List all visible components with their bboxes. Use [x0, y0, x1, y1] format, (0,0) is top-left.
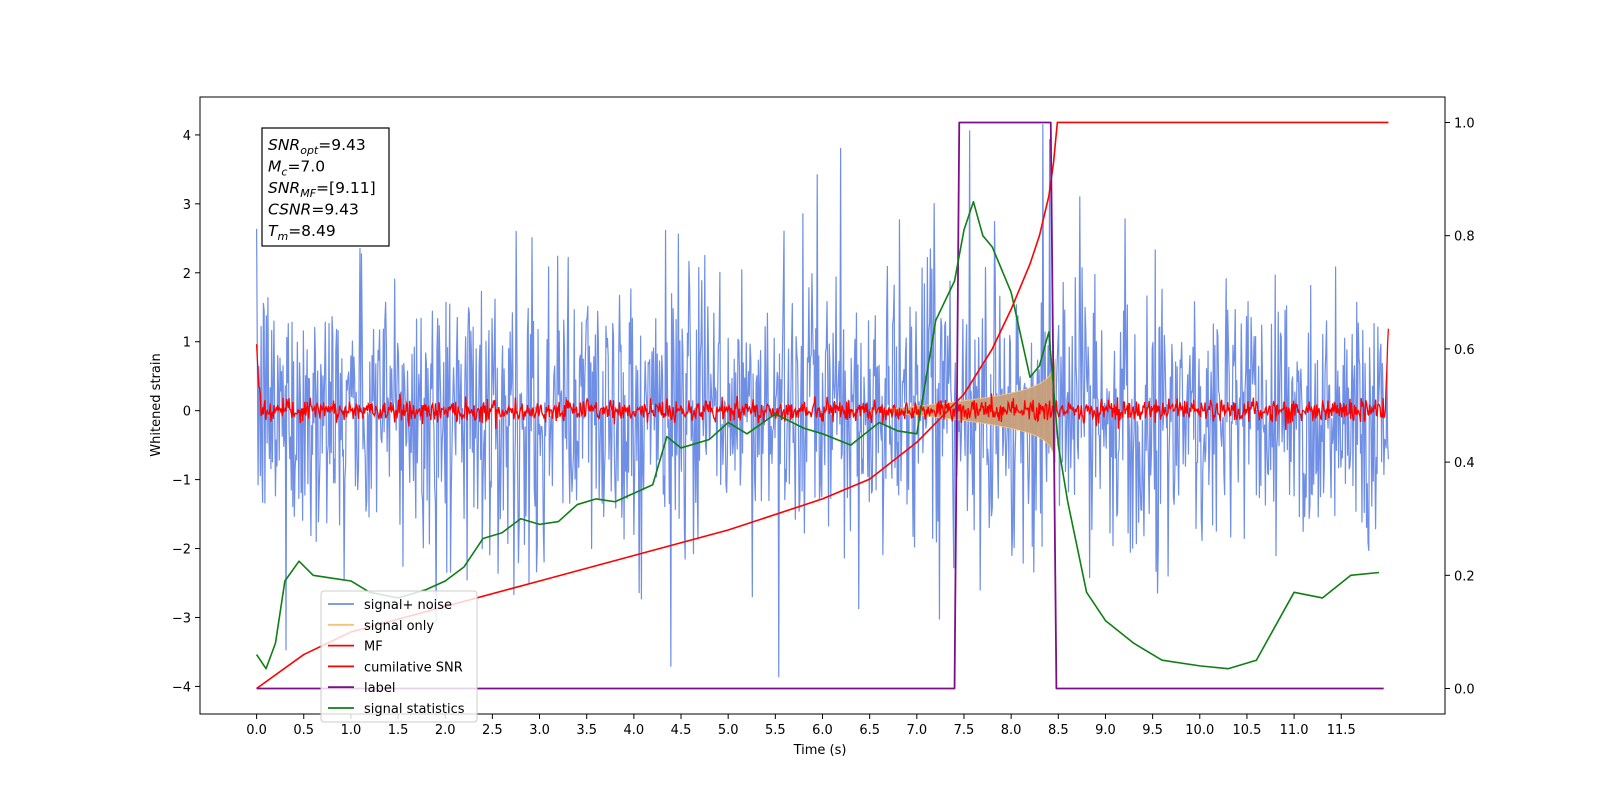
x-tick-label: 0.0 [246, 723, 267, 738]
y-tick-label: −1 [172, 474, 191, 489]
annotation-line: SNRopt=9.43 [268, 136, 366, 157]
legend-label: MF [364, 640, 383, 655]
legend-label: signal+ noise [364, 598, 452, 613]
series-label [256, 121, 1384, 690]
legend-label: signal statistics [364, 702, 465, 717]
x-tick-label: 0.5 [293, 723, 314, 738]
y-tick-label: −2 [172, 543, 191, 558]
x-tick-label: 10.5 [1232, 723, 1261, 738]
legend: signal+ noise signal only MF cumilative SNR… [320, 590, 478, 723]
x-tick-label: 11.0 [1280, 723, 1309, 738]
x-tick-label: 11.5 [1327, 723, 1356, 738]
x-axis: 0.0 0.5 1.0 1.5 2.0 2.5 3.0 3.5 4.0 4.5 5.0 5.5 6.0 6… [246, 714, 1356, 738]
y-tick-label: 3 [183, 198, 191, 213]
x-tick-label: 4.0 [624, 723, 645, 738]
x-tick-label: 8.0 [1001, 723, 1022, 738]
x-tick-label: 6.0 [812, 723, 833, 738]
x-tick-label: 1.0 [341, 723, 362, 738]
y-axis-right: 1.0 0.8 0.6 0.4 0.2 0.0 [1445, 116, 1475, 698]
x-tick-label: 3.0 [529, 723, 550, 738]
y-tick-label: 2 [183, 267, 191, 282]
legend-frame [320, 590, 478, 723]
annotation-line: Mc=7.0 [268, 158, 325, 179]
x-tick-label: 9.0 [1095, 723, 1116, 738]
series-mf [255, 328, 1390, 431]
y2-tick-label: 0.6 [1454, 343, 1475, 358]
y-tick-label: −4 [172, 680, 191, 695]
y-axis-left: 4 3 2 1 0 −1 −2 −3 −4 [172, 129, 200, 695]
legend-label: signal only [364, 619, 434, 634]
x-tick-label: 9.5 [1142, 723, 1163, 738]
y2-tick-label: 0.8 [1454, 230, 1475, 245]
y2-tick-label: 0.0 [1454, 683, 1475, 698]
x-tick-label: 4.5 [671, 723, 692, 738]
x-tick-label: 10.0 [1185, 723, 1214, 738]
y2-tick-label: 0.4 [1454, 456, 1475, 471]
annotation-line: Tm=8.49 [268, 222, 336, 243]
y2-tick-label: 0.2 [1454, 569, 1475, 584]
annotation-line: SNRMF=[9.11] [268, 179, 376, 200]
x-tick-label: 3.5 [576, 723, 597, 738]
y2-tick-label: 1.0 [1454, 116, 1475, 131]
legend-label: cumilative SNR [364, 660, 463, 675]
series-signal-noise [255, 123, 1390, 678]
y-tick-label: 1 [183, 336, 191, 351]
y-tick-label: 4 [183, 129, 191, 144]
x-tick-label: 5.5 [765, 723, 786, 738]
legend-label: label [364, 681, 395, 696]
y-axis-label: Whitened strain [149, 353, 164, 456]
x-axis-label: Time (s) [793, 743, 847, 758]
annotation-line: CSNR=9.43 [268, 201, 359, 219]
x-tick-label: 8.5 [1048, 723, 1069, 738]
x-tick-label: 2.0 [435, 723, 456, 738]
y-tick-label: 0 [183, 405, 191, 420]
x-tick-label: 2.5 [482, 723, 503, 738]
x-tick-label: 5.0 [718, 723, 739, 738]
x-tick-label: 7.5 [954, 723, 975, 738]
x-tick-label: 7.0 [906, 723, 927, 738]
annotation-frame [261, 127, 390, 247]
x-tick-label: 6.5 [859, 723, 880, 738]
x-tick-label: 1.5 [388, 723, 409, 738]
y-tick-label: −3 [172, 611, 191, 626]
